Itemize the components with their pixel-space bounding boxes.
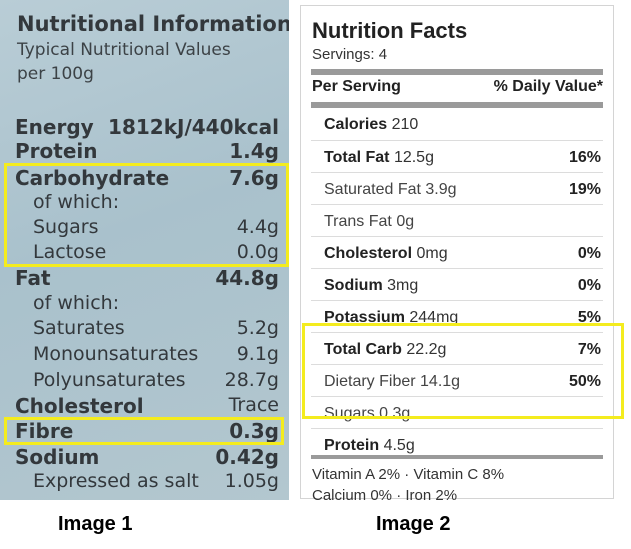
row-value: 4.4g <box>236 216 279 238</box>
row-label: Cholesterol <box>15 394 144 418</box>
nutrient-name: Sodium <box>324 277 383 294</box>
nutrient-name: Calories <box>324 116 388 133</box>
row-value: 44.8g <box>215 266 279 290</box>
nutrient-row-cholesterol: Cholesterol 0mg 0% <box>311 236 603 268</box>
image2-caption: Image 2 <box>376 513 451 535</box>
nutrient-row-calories: Calories 210 <box>311 108 603 140</box>
nutrient-percent: 16% <box>568 149 601 166</box>
row-label: Fat <box>15 266 51 290</box>
carb-fiber-highlight-box <box>302 323 624 419</box>
row-value: 1812kJ/440kcal <box>108 115 279 139</box>
nutrient-row-dietary-fiber: Dietary Fiber 14.1g 50% <box>311 364 603 396</box>
card-title: Nutrition Facts <box>312 18 468 43</box>
row-label: Protein <box>15 139 98 163</box>
nutrient-amount: 3.9g <box>425 181 457 198</box>
nutrient-percent: 50% <box>568 373 601 390</box>
nutrient-amount: 4.5g <box>383 437 415 454</box>
nutrient-amount: 22.2g <box>406 341 447 358</box>
nutrient-row-protein: Protein 4.5g <box>311 428 603 460</box>
row-label: Sugars <box>33 216 99 238</box>
nutrient-name: Saturated Fat <box>324 181 421 198</box>
row-value: Trace <box>228 394 279 416</box>
nutrient-percent: 5% <box>577 309 601 326</box>
nutrient-name: Dietary Fiber <box>324 373 416 390</box>
nutrient-amount: 0g <box>396 213 415 230</box>
row-label: Sodium <box>15 445 100 469</box>
per-serving-header: Per Serving <box>312 78 401 95</box>
label-per-100g: per 100g <box>17 64 94 84</box>
fibre-highlight-box <box>4 417 284 445</box>
nutrient-percent: 0% <box>577 245 601 262</box>
row-label: Lactose <box>33 241 107 263</box>
row-label: of which: <box>33 191 120 213</box>
row-label: of which: <box>33 292 120 314</box>
nutrient-percent: 19% <box>568 181 601 198</box>
row-value: 0.3g <box>229 419 279 443</box>
nutrient-amount: 210 <box>391 116 419 133</box>
row-value: 9.1g <box>236 343 279 365</box>
row-label: Carbohydrate <box>15 166 170 190</box>
nutrient-name: Trans Fat <box>324 213 392 230</box>
label-subtitle: Typical Nutritional Values <box>17 40 231 60</box>
nutrient-name: Total Carb <box>324 341 402 358</box>
row-value: 1.05g <box>224 470 279 492</box>
row-value: 0.0g <box>236 241 279 263</box>
nutrient-row-total-carb: Total Carb 22.2g 7% <box>311 332 603 364</box>
row-label: Expressed as salt <box>33 470 199 492</box>
divider-thick <box>311 455 603 459</box>
divider-thick <box>311 69 603 75</box>
label-title: Nutritional Information <box>17 12 289 36</box>
row-value: 28.7g <box>224 369 279 391</box>
row-label: Fibre <box>15 419 74 443</box>
carbohydrate-highlight-box <box>4 163 289 267</box>
nutrient-percent: 0% <box>577 277 601 294</box>
nutrient-name: Cholesterol <box>324 245 413 262</box>
nutrition-facts-card: Nutrition Facts Servings: 4 Per Serving … <box>300 5 614 504</box>
nutrition-label-photo: Nutritional Information Typical Nutritio… <box>0 0 289 500</box>
row-value: 5.2g <box>236 317 279 339</box>
vitamins-line: Vitamin A 2% · Vitamin C 8% <box>312 466 505 483</box>
nutrient-row-sodium: Sodium 3mg 0% <box>311 268 603 300</box>
nutrient-name: Protein <box>324 437 380 454</box>
row-label: Energy <box>15 115 94 139</box>
nutrient-row-potassium: Potassium 244mg 5% <box>311 300 603 332</box>
nutrient-amount: 12.5g <box>393 149 434 166</box>
row-value: 0.42g <box>215 445 279 469</box>
row-label: Monounsaturates <box>33 343 199 365</box>
nutrient-amount: 0mg <box>416 245 448 262</box>
column-header: Per Serving % Daily Value* <box>312 78 603 96</box>
nutrient-amount: 3mg <box>387 277 419 294</box>
nutrient-row-saturated-fat: Saturated Fat 3.9g 19% <box>311 172 603 204</box>
row-value: 1.4g <box>229 139 279 163</box>
nutrient-row-total-fat: Total Fat 12.5g 16% <box>311 140 603 172</box>
daily-value-header: % Daily Value* <box>493 78 603 95</box>
nutrient-name: Total Fat <box>324 149 390 166</box>
row-value: 7.6g <box>229 166 279 190</box>
row-label: Saturates <box>33 317 125 339</box>
divider-thick <box>311 102 603 108</box>
nutrient-amount: 14.1g <box>420 373 461 390</box>
servings-text: Servings: 4 <box>312 46 388 63</box>
nutrient-name: Potassium <box>324 309 405 326</box>
minerals-line: Calcium 0% · Iron 2% <box>312 487 458 504</box>
nutrient-percent: 7% <box>577 341 601 358</box>
nutrient-amount: 244mg <box>409 309 459 326</box>
image1-caption: Image 1 <box>58 513 133 535</box>
row-label: Polyunsaturates <box>33 369 186 391</box>
nutrient-row-trans-fat: Trans Fat 0g <box>311 204 603 236</box>
